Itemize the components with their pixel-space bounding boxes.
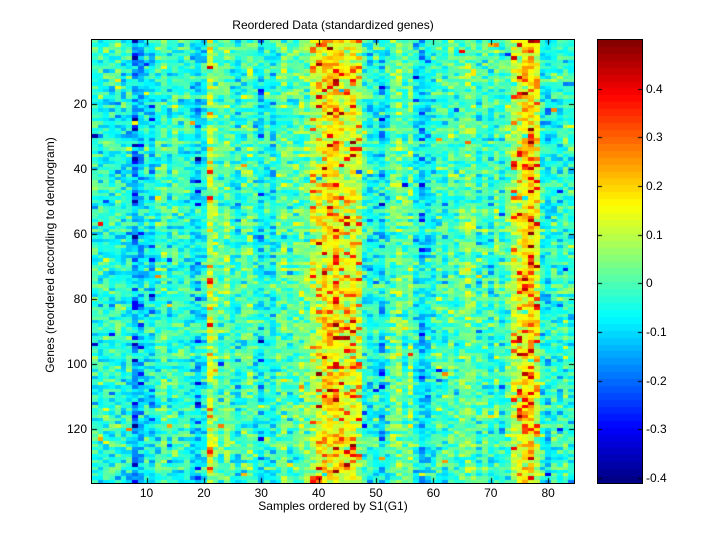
x-tick-label: 10 xyxy=(139,486,154,500)
y-tick-label: 40 xyxy=(73,161,87,176)
x-tick-label: 40 xyxy=(311,486,326,500)
x-tick-label: 70 xyxy=(484,486,498,500)
x-tick-label: 50 xyxy=(369,486,383,500)
colorbar-tick-label: 0.4 xyxy=(646,81,663,96)
x-tick-label: 20 xyxy=(197,486,211,500)
heatmap-image xyxy=(92,40,574,483)
y-tick-label: 20 xyxy=(73,96,87,111)
y-tick-label: 80 xyxy=(73,291,87,306)
colorbar-image xyxy=(598,40,642,483)
x-tick-label: 80 xyxy=(541,486,555,500)
plot-area xyxy=(91,39,575,484)
colorbar-tick-label: 0 xyxy=(646,276,653,291)
colorbar-tick-label: 0.2 xyxy=(646,179,663,194)
x-tick-label: 60 xyxy=(426,486,441,500)
chart-title: Reordered Data (standardized genes) xyxy=(232,18,434,32)
y-tick-label: 60 xyxy=(73,226,87,241)
y-tick-label: 100 xyxy=(66,357,87,372)
colorbar-tick-label: -0.3 xyxy=(646,422,667,437)
colorbar xyxy=(597,39,643,484)
colorbar-tick-label: 0.1 xyxy=(646,227,663,242)
x-tick-label: 30 xyxy=(254,486,268,500)
colorbar-tick-label: -0.4 xyxy=(646,471,667,486)
colorbar-tick-label: -0.2 xyxy=(646,373,667,388)
colorbar-tick-label: 0.3 xyxy=(646,130,663,145)
colorbar-tick-label: -0.1 xyxy=(646,325,667,340)
y-tick-label: 120 xyxy=(66,422,87,437)
x-axis-label: Samples ordered by S1(G1) xyxy=(258,499,408,513)
